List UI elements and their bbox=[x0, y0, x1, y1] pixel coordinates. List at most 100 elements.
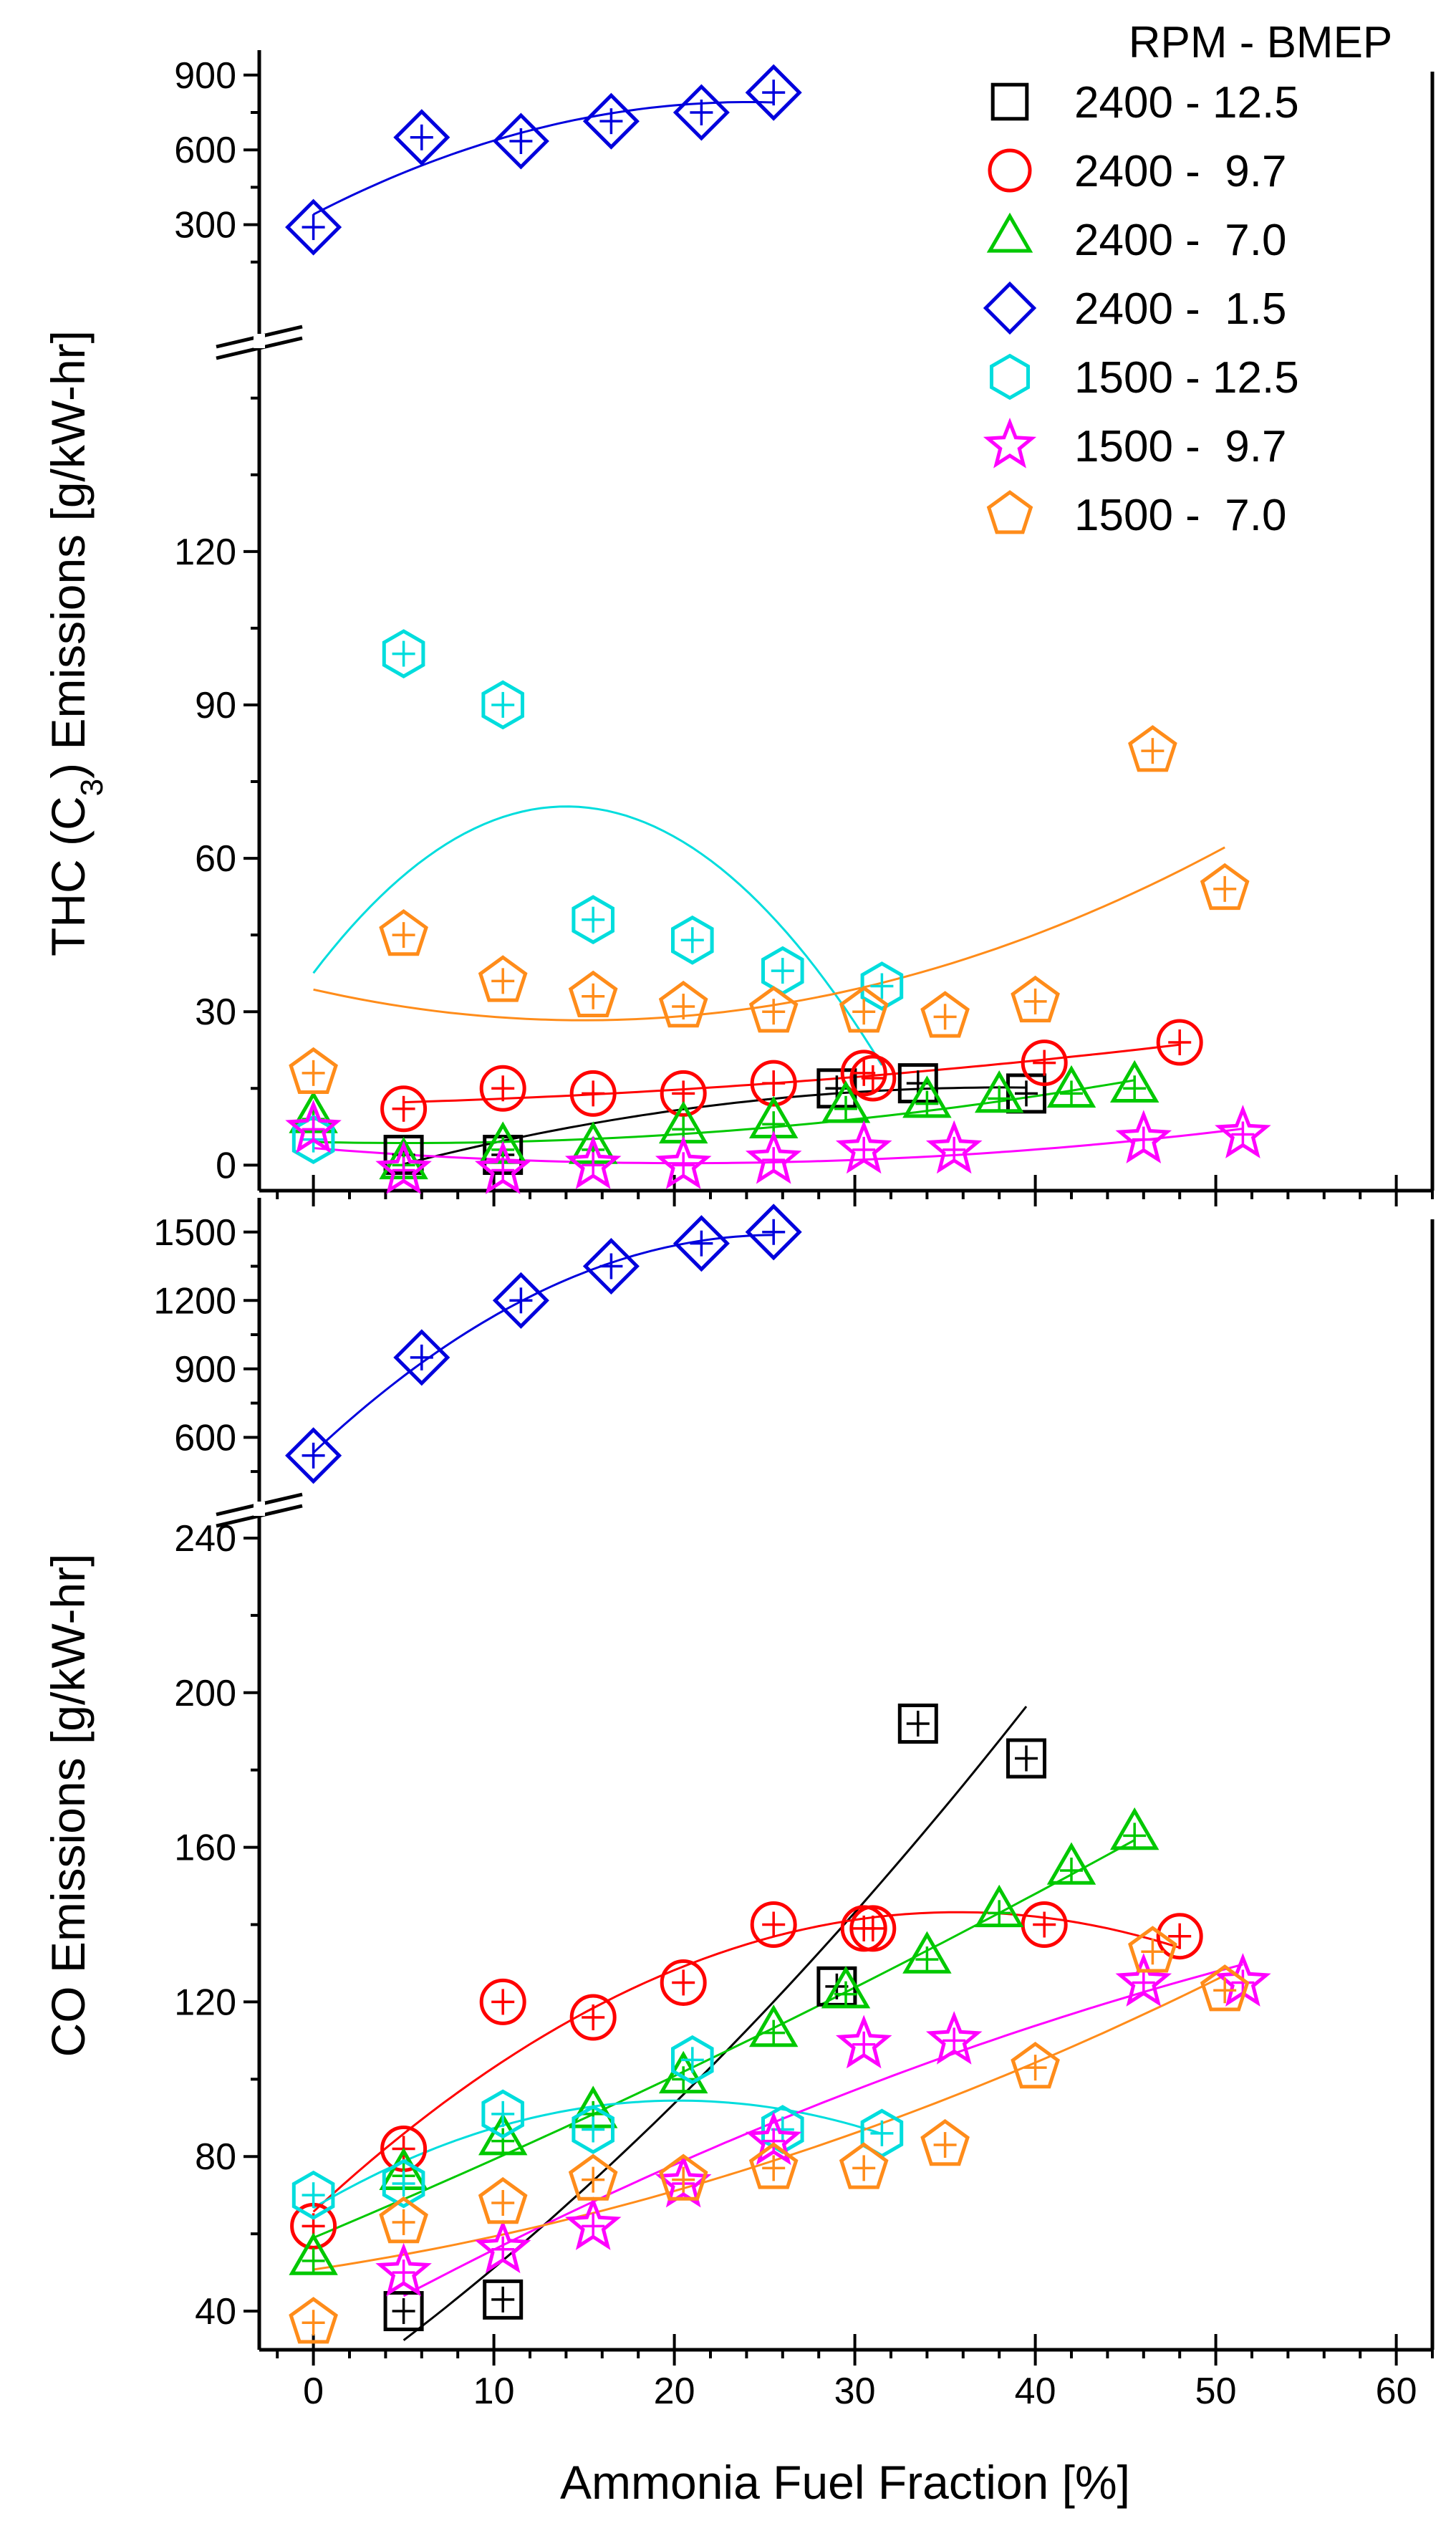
pentagon-marker bbox=[568, 2153, 618, 2201]
data-point-1500-7p0 bbox=[289, 1047, 338, 1094]
data-point-1500-7p0 bbox=[1128, 725, 1177, 772]
pentagon-marker bbox=[568, 970, 618, 1017]
pentagon-marker bbox=[839, 986, 889, 1033]
square-marker bbox=[483, 2279, 524, 2320]
y-tick-label: 300 bbox=[174, 205, 236, 246]
data-point-2400-9p7 bbox=[849, 1055, 897, 1102]
data-point-1500-7p0 bbox=[379, 2196, 428, 2244]
pentagon-marker bbox=[748, 2142, 799, 2189]
diamond-marker bbox=[492, 112, 549, 170]
pentagon-marker bbox=[1011, 975, 1060, 1023]
y-tick-label: 60 bbox=[195, 838, 236, 880]
data-point-1500-7p0 bbox=[289, 2297, 338, 2344]
pentagon-marker bbox=[289, 2297, 338, 2344]
data-point-2400-7p0 bbox=[1109, 1060, 1160, 1103]
data-point-1500-9p7 bbox=[1115, 1953, 1172, 2007]
hexagon-marker bbox=[382, 629, 425, 678]
data-point-2400-9p7 bbox=[380, 1085, 428, 1133]
data-point-2400-7p0 bbox=[902, 1075, 952, 1118]
circle-marker bbox=[479, 1065, 526, 1112]
data-point-1500-12p5 bbox=[481, 2089, 524, 2139]
x-tick-label: 20 bbox=[654, 2371, 695, 2412]
fit-curve-1500-12p5 bbox=[312, 805, 883, 1066]
diamond-marker bbox=[745, 64, 802, 121]
data-point-2400-9p7 bbox=[660, 1959, 707, 2006]
data-point-1500-7p0 bbox=[478, 955, 528, 1002]
diamond-marker bbox=[983, 281, 1037, 335]
co-panel: 0 10 20 30 40 50 60 40 80 120 160 200 240 600 900 1200 1… bbox=[153, 1198, 1435, 2412]
fit-curve-1500-7p0 bbox=[313, 1974, 1225, 2271]
hexagon-marker bbox=[990, 353, 1030, 400]
pentagon-marker bbox=[478, 955, 528, 1002]
data-point-2400-7p0 bbox=[974, 1070, 1024, 1113]
data-point-1500-9p7 bbox=[285, 1099, 342, 1153]
y-tick-label: 80 bbox=[195, 2136, 236, 2178]
pentagon-marker bbox=[658, 2153, 708, 2201]
circle-marker bbox=[569, 1070, 617, 1117]
legend: RPM - BMEP 2400 - 12.5 2400 - 9.7 2400 - 7.… bbox=[983, 18, 1392, 540]
data-point-1500-7p0 bbox=[839, 2142, 889, 2189]
star-marker bbox=[983, 417, 1037, 469]
diamond-marker bbox=[672, 1215, 730, 1272]
circle-marker bbox=[750, 1901, 797, 1949]
y-tick-label: 1500 bbox=[153, 1212, 236, 1254]
pentagon-marker bbox=[1128, 1926, 1177, 1973]
data-point-2400-1p5 bbox=[285, 198, 342, 256]
axis-break-gap bbox=[254, 1502, 265, 1516]
legend-item-2400-1p5: 2400 - 1.5 bbox=[983, 281, 1286, 335]
data-point-2400-12p5 bbox=[897, 1703, 938, 1744]
x-tick-label: 50 bbox=[1195, 2371, 1237, 2412]
x-tick-label: 0 bbox=[303, 2371, 324, 2412]
square-marker bbox=[990, 82, 1029, 121]
x-tick-label: 60 bbox=[1376, 2371, 1417, 2412]
data-point-1500-12p5 bbox=[382, 2159, 425, 2209]
co-y-axis-title: CO Emissions [g/kW-hr] bbox=[42, 1554, 95, 2057]
data-point-2400-9p7 bbox=[1156, 1913, 1203, 1960]
pentagon-marker bbox=[1011, 2042, 1060, 2089]
fit-curve-2400-7p0 bbox=[313, 1079, 1135, 1144]
pentagon-marker bbox=[839, 2142, 889, 2189]
pentagon-marker bbox=[379, 909, 428, 956]
data-point-2400-12p5 bbox=[483, 2279, 524, 2320]
hexagon-marker bbox=[481, 2089, 524, 2139]
diamond-marker bbox=[492, 1272, 549, 1329]
fit-curve-2400-7p0 bbox=[313, 1839, 1135, 2239]
data-point-2400-7p0 bbox=[1109, 1807, 1160, 1850]
data-point-1500-9p7 bbox=[925, 2011, 983, 2065]
data-point-1500-7p0 bbox=[658, 2153, 708, 2201]
y-tick-label: 900 bbox=[174, 1349, 236, 1391]
data-point-1500-9p7 bbox=[375, 2242, 432, 2297]
pentagon-marker bbox=[986, 490, 1033, 534]
y-tick-label: 120 bbox=[174, 1982, 236, 2023]
data-point-2400-9p7 bbox=[479, 1065, 526, 1112]
data-point-2400-7p0 bbox=[289, 2232, 338, 2275]
y-tick-label: 120 bbox=[174, 532, 236, 573]
thc-y-title-post: ) Emissions [g/kW-hr] bbox=[42, 330, 95, 779]
y-tick-label: 30 bbox=[195, 991, 236, 1033]
circle-marker bbox=[849, 1055, 897, 1102]
fit-curve-2400-9p7 bbox=[312, 1911, 1180, 2213]
data-point-1500-12p5 bbox=[860, 961, 904, 1011]
data-point-2400-1p5 bbox=[745, 64, 802, 121]
circle-marker bbox=[1021, 1901, 1068, 1949]
data-point-1500-7p0 bbox=[1128, 1926, 1177, 1973]
data-point-1500-12p5 bbox=[382, 629, 425, 678]
circle-marker bbox=[840, 1905, 887, 1952]
diamond-marker bbox=[582, 92, 640, 150]
data-point-2400-1p5 bbox=[492, 112, 549, 170]
pentagon-marker bbox=[1128, 725, 1177, 772]
diamond-marker bbox=[582, 1237, 640, 1295]
legend-label: 2400 - 12.5 bbox=[1074, 78, 1299, 128]
circle-marker bbox=[750, 1060, 797, 1107]
y-tick-label: 900 bbox=[174, 55, 236, 97]
diamond-marker bbox=[393, 109, 450, 166]
data-point-2400-1p5 bbox=[492, 1272, 549, 1329]
data-point-2400-1p5 bbox=[672, 84, 730, 141]
y-tick-label: 0 bbox=[216, 1145, 236, 1186]
data-point-2400-9p7 bbox=[849, 1905, 897, 1952]
data-point-2400-9p7 bbox=[840, 1050, 887, 1097]
data-point-1500-9p7 bbox=[1215, 1105, 1271, 1158]
hexagon-marker bbox=[291, 2170, 335, 2220]
circle-marker bbox=[1156, 1913, 1203, 1960]
legend-label: 1500 - 12.5 bbox=[1074, 353, 1299, 403]
